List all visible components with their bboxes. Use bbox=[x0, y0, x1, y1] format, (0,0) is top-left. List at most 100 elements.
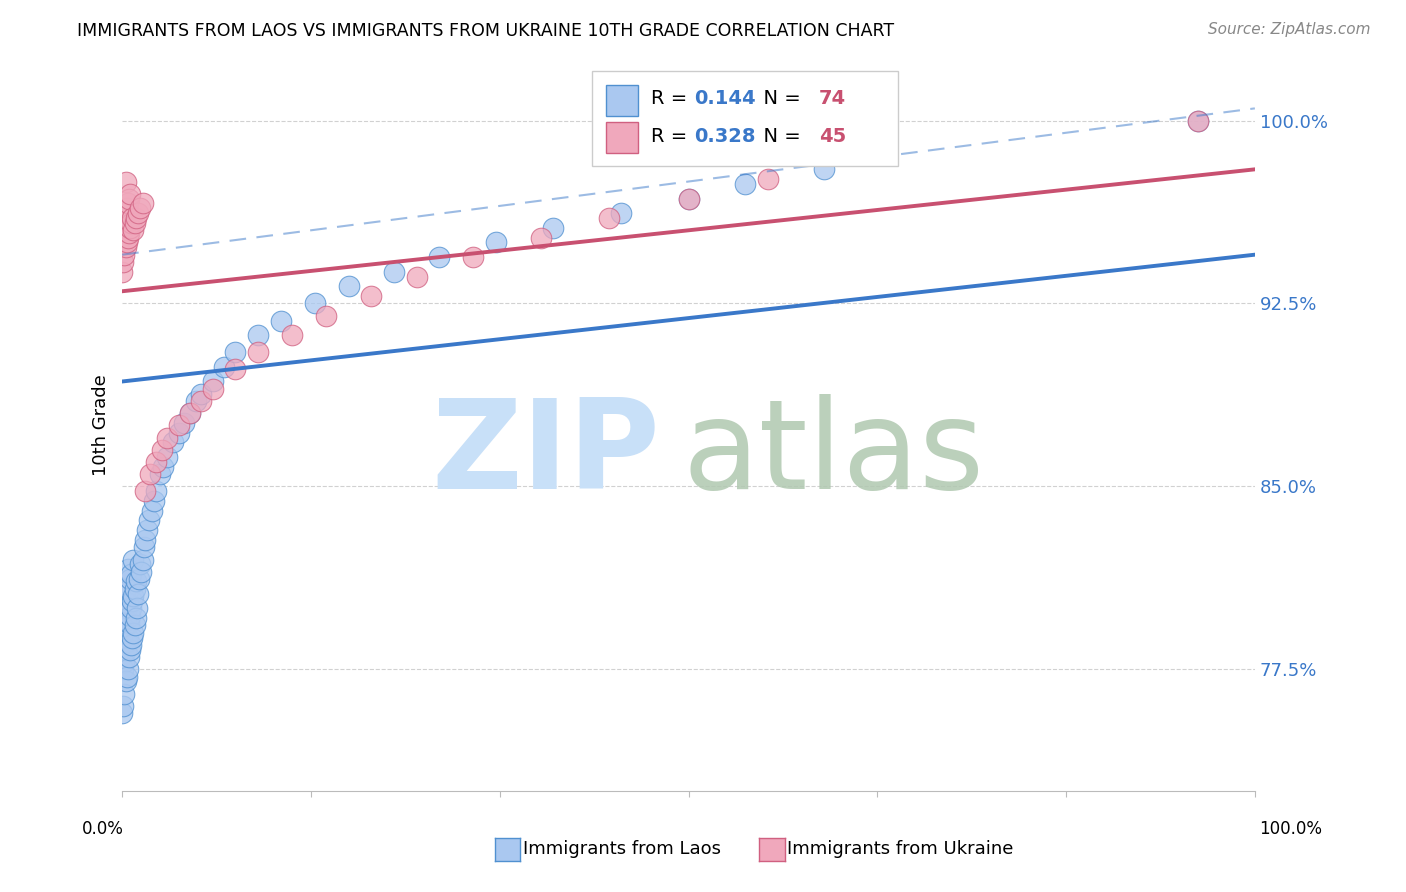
Text: N =: N = bbox=[751, 89, 807, 108]
Point bbox=[224, 345, 246, 359]
Point bbox=[112, 223, 135, 237]
Point bbox=[112, 687, 135, 701]
Point bbox=[115, 669, 138, 683]
Point bbox=[167, 425, 190, 440]
Point bbox=[122, 223, 145, 237]
Point bbox=[136, 523, 159, 537]
Point bbox=[1187, 113, 1209, 128]
Point bbox=[120, 567, 142, 582]
Point bbox=[112, 248, 135, 262]
Point bbox=[131, 196, 153, 211]
Point bbox=[117, 196, 139, 211]
Point bbox=[122, 589, 145, 603]
Point bbox=[156, 431, 179, 445]
Point bbox=[124, 216, 146, 230]
FancyBboxPatch shape bbox=[606, 122, 637, 153]
Point bbox=[201, 382, 224, 396]
Point bbox=[1187, 113, 1209, 128]
Point bbox=[115, 202, 138, 216]
Point bbox=[132, 541, 155, 555]
Point bbox=[129, 202, 152, 216]
Point bbox=[281, 328, 304, 343]
Point bbox=[304, 296, 326, 310]
Text: R =: R = bbox=[651, 127, 693, 146]
Point bbox=[734, 177, 756, 191]
Point bbox=[118, 615, 141, 630]
Point bbox=[115, 235, 138, 250]
Point bbox=[201, 375, 224, 389]
Point bbox=[120, 216, 142, 230]
Point bbox=[120, 642, 142, 657]
Point bbox=[337, 279, 360, 293]
Point bbox=[120, 601, 142, 615]
Point bbox=[112, 621, 135, 635]
Point bbox=[120, 186, 142, 201]
Text: 0.144: 0.144 bbox=[695, 89, 756, 108]
Point bbox=[115, 601, 138, 615]
Point bbox=[190, 386, 212, 401]
Point bbox=[118, 192, 141, 206]
Point bbox=[173, 416, 195, 430]
Text: 100.0%: 100.0% bbox=[1258, 820, 1322, 838]
Point bbox=[127, 206, 149, 220]
Point bbox=[152, 459, 174, 474]
Point bbox=[148, 467, 170, 482]
Point bbox=[117, 596, 139, 610]
Point bbox=[360, 289, 382, 303]
Point bbox=[124, 582, 146, 596]
Point bbox=[463, 250, 485, 264]
FancyBboxPatch shape bbox=[592, 70, 898, 166]
Point bbox=[167, 418, 190, 433]
Point bbox=[128, 572, 150, 586]
Point bbox=[120, 220, 142, 235]
Point bbox=[114, 240, 136, 254]
Point bbox=[114, 206, 136, 220]
Point bbox=[112, 655, 135, 669]
Point bbox=[117, 230, 139, 244]
Point bbox=[190, 394, 212, 409]
Point bbox=[156, 450, 179, 464]
Point bbox=[138, 514, 160, 528]
Point bbox=[162, 435, 184, 450]
Point bbox=[142, 494, 165, 508]
Point bbox=[184, 394, 207, 409]
Point bbox=[145, 455, 167, 469]
FancyBboxPatch shape bbox=[606, 86, 637, 116]
Point bbox=[112, 255, 135, 269]
Point bbox=[122, 552, 145, 566]
Point bbox=[117, 631, 139, 645]
Text: atlas: atlas bbox=[683, 394, 986, 516]
Text: 45: 45 bbox=[818, 127, 846, 146]
Point bbox=[139, 467, 162, 482]
Point bbox=[117, 662, 139, 676]
Point bbox=[114, 674, 136, 689]
Point bbox=[405, 269, 427, 284]
Point bbox=[127, 587, 149, 601]
Point bbox=[212, 359, 235, 374]
Point bbox=[120, 608, 142, 623]
Point bbox=[124, 618, 146, 632]
Point bbox=[122, 625, 145, 640]
Point bbox=[134, 484, 156, 499]
Point bbox=[114, 642, 136, 657]
Point bbox=[112, 625, 135, 640]
Text: ZIP: ZIP bbox=[432, 394, 661, 516]
Point bbox=[125, 601, 148, 615]
Point bbox=[382, 265, 405, 279]
Point bbox=[247, 328, 270, 343]
Text: 0.328: 0.328 bbox=[695, 127, 755, 146]
Point bbox=[485, 235, 508, 250]
Point bbox=[131, 552, 153, 566]
Point bbox=[112, 662, 135, 676]
Point bbox=[179, 406, 201, 420]
Point bbox=[118, 582, 141, 596]
Point bbox=[129, 558, 152, 572]
Text: 0.0%: 0.0% bbox=[82, 820, 124, 838]
Point bbox=[125, 574, 148, 589]
Point bbox=[756, 172, 779, 186]
Point bbox=[678, 192, 700, 206]
Point bbox=[598, 211, 620, 226]
Point bbox=[112, 698, 135, 713]
Point bbox=[111, 265, 134, 279]
Point bbox=[111, 706, 134, 720]
